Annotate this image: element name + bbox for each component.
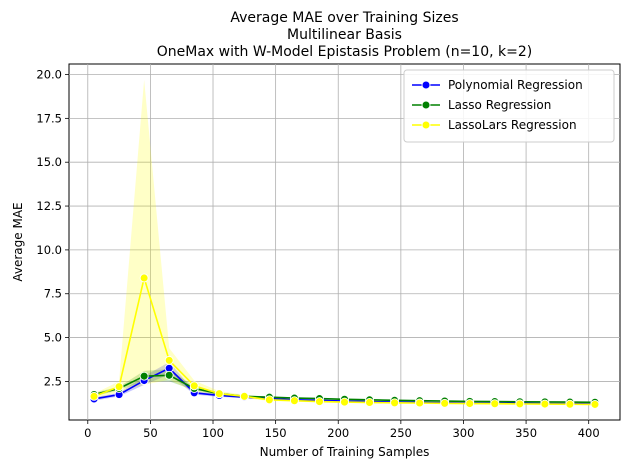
series-lines — [93, 274, 595, 406]
lassolars-regression-point — [565, 399, 575, 409]
chart-title-line: OneMax with W-Model Epistasis Problem (n… — [157, 44, 532, 60]
x-tick-label: 300 — [452, 426, 474, 440]
lassolars-regression-point — [415, 398, 425, 408]
lassolars-regression-point — [139, 273, 149, 283]
y-tick-label: 7.5 — [44, 287, 62, 301]
lassolars-regression-point — [315, 397, 324, 407]
y-tick-label: 15.0 — [36, 155, 62, 169]
lassolars-regression-point — [239, 391, 249, 401]
lassolars-regression-point — [540, 399, 550, 409]
lassolars-regression-legend-label: LassoLars Regression — [448, 118, 577, 132]
lassolars-regression-point — [590, 399, 600, 409]
lassolars-regression-point — [264, 395, 274, 405]
lassolars-regression-point — [189, 381, 199, 391]
chart-title-line: Average MAE over Training Sizes — [230, 10, 458, 26]
x-axis-ticks: 0 50 100 150 200 250 300 350 400 — [84, 420, 600, 440]
x-axis-label: Number of Training Samples — [260, 445, 430, 459]
chart-title-line: Multilinear Basis — [287, 27, 402, 43]
chart-title: Average MAE over Training SizesMultiline… — [157, 10, 532, 60]
legend: Polynomial Regression Lasso Regression Las… — [403, 69, 615, 143]
y-tick-label: 10.0 — [36, 243, 62, 257]
x-tick-label: 400 — [578, 426, 600, 440]
x-tick-label: 0 — [84, 426, 91, 440]
plot-area — [68, 63, 621, 421]
y-tick-label: 2.5 — [44, 374, 62, 388]
x-tick-label: 250 — [390, 426, 412, 440]
lasso-regression-point — [139, 371, 149, 381]
lassolars-regression-point — [365, 398, 374, 407]
lassolars-regression-point — [515, 399, 525, 409]
polynomial-regression-legend-marker — [421, 80, 431, 90]
lassolars-regression-point — [490, 399, 500, 409]
y-axis-ticks: 2.5 5.0 7.5 10.0 12.5 15.0 17.5 20.0 — [36, 68, 69, 388]
lassolars-regression-point — [340, 397, 349, 407]
lassolars-regression-point — [440, 398, 450, 408]
lassolars-regression-point — [89, 391, 99, 401]
lassolars-regression-legend-marker — [421, 120, 431, 130]
y-tick-label: 17.5 — [36, 111, 62, 125]
y-axis-label: Average MAE — [11, 202, 25, 281]
x-tick-label: 50 — [143, 426, 158, 440]
lassolars-regression-line — [93, 274, 595, 406]
lasso-regression-point — [164, 370, 174, 380]
legend-box — [403, 69, 615, 143]
lassolars-regression-point — [465, 399, 475, 408]
lassolars-regression-point — [289, 396, 299, 406]
lassolars-regression-point — [164, 355, 174, 365]
x-tick-label: 100 — [202, 426, 224, 440]
lassolars-regression-point — [114, 382, 124, 392]
y-tick-label: 12.5 — [36, 199, 62, 213]
grid — [69, 64, 620, 420]
x-tick-label: 200 — [327, 426, 349, 440]
lassolars-regression-point — [214, 389, 224, 399]
y-tick-label: 20.0 — [36, 68, 62, 82]
x-tick-label: 150 — [265, 426, 287, 440]
y-tick-label: 5.0 — [44, 331, 62, 345]
lassolars-regression-point — [390, 398, 400, 408]
lasso-regression-legend-marker — [421, 100, 431, 110]
x-tick-label: 350 — [515, 426, 537, 440]
series-markers — [89, 273, 600, 409]
polynomial-regression-legend-label: Polynomial Regression — [448, 78, 583, 92]
lasso-regression-legend-label: Lasso Regression — [448, 98, 551, 112]
